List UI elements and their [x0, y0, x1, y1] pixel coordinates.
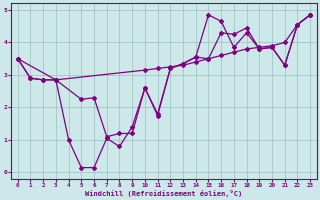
- X-axis label: Windchill (Refroidissement éolien,°C): Windchill (Refroidissement éolien,°C): [85, 190, 243, 197]
